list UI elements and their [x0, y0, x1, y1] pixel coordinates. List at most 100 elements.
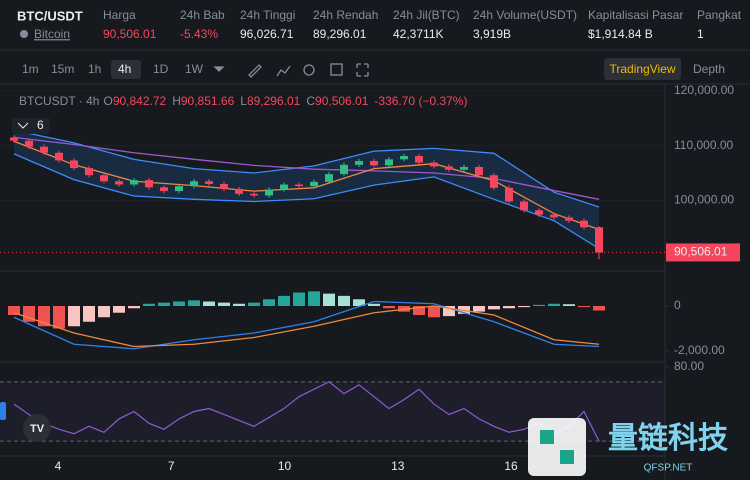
view-highlight	[604, 58, 681, 80]
legend-part: 90,506.01	[315, 94, 369, 108]
candle-body	[415, 156, 423, 163]
macd-bar	[563, 304, 575, 306]
stat-label: Kapitalisasi Pasar	[588, 8, 683, 22]
macd-bar	[128, 305, 140, 309]
macd-bar	[143, 303, 155, 306]
watermark-mark	[540, 430, 574, 464]
macd-bar	[68, 305, 80, 327]
stat-value: 1	[697, 27, 704, 41]
candle-body	[205, 181, 213, 184]
coin-icon	[20, 30, 28, 38]
macd-bar	[8, 305, 20, 315]
y-tick-label: 110,000.00	[674, 138, 733, 152]
save-icon[interactable]	[330, 63, 343, 76]
candle-body	[445, 166, 453, 170]
indicator-caret	[17, 122, 29, 129]
macd-bar	[338, 295, 350, 306]
candle-body	[325, 174, 333, 182]
interval-button[interactable]: 4h	[118, 62, 131, 76]
candle-body	[145, 180, 153, 188]
legend-part: 89,296.01	[247, 94, 301, 108]
legend-part: C	[306, 94, 315, 108]
legend-part: H	[172, 94, 181, 108]
x-tick-label: 13	[391, 459, 405, 473]
macd-bar	[83, 305, 95, 322]
stat-value: -5.43%	[180, 27, 218, 41]
overlay-line	[13, 153, 600, 250]
macd-bar	[263, 299, 275, 306]
candle-body	[190, 181, 198, 187]
candle-body	[130, 180, 138, 185]
candle-body	[520, 201, 528, 211]
macd-bar	[293, 292, 305, 306]
legend-part: -336.70 (−0.37%)	[374, 94, 467, 108]
watermark-logo	[528, 418, 586, 476]
legend-part: 90,851.66	[181, 94, 235, 108]
macd-bar	[113, 305, 125, 313]
candle-body	[475, 167, 483, 176]
candle-body	[355, 160, 363, 165]
stat-value: 96,026.71	[240, 27, 294, 41]
candle-body	[490, 175, 498, 188]
macd-bar	[248, 302, 260, 306]
view-button[interactable]: TradingView	[609, 62, 675, 76]
stat-value: 90,506.01	[103, 27, 157, 41]
macd-bar	[23, 305, 35, 322]
stat-value: 42,3711K	[393, 27, 444, 41]
candle-body	[400, 156, 408, 160]
coin-link[interactable]: Bitcoin	[34, 27, 70, 41]
interval-button[interactable]: 1D	[153, 62, 169, 76]
stat-value: 89,296.01	[313, 27, 367, 41]
candle-body	[535, 210, 543, 215]
candle-body	[595, 227, 603, 253]
candle-body	[265, 189, 273, 196]
macd-bar	[368, 303, 380, 306]
macd-bar	[218, 302, 230, 306]
dropdown-icon[interactable]	[213, 66, 225, 72]
x-tick-label: 4	[55, 459, 62, 473]
macd-bar	[98, 305, 110, 318]
macd-bar	[353, 299, 365, 306]
candle-body	[235, 188, 243, 194]
stat-label: 24h Bab	[180, 8, 225, 22]
candle-body	[385, 159, 393, 166]
candle-body	[295, 184, 303, 187]
macd-bar	[503, 305, 515, 309]
draw-icon[interactable]	[248, 64, 262, 78]
bollinger-band	[14, 130, 599, 249]
macd-bar	[518, 305, 530, 308]
legend-part: L	[240, 94, 247, 108]
candle-body	[280, 184, 288, 190]
candle-body	[310, 181, 318, 187]
y-tick-label: -2,000.00	[674, 343, 725, 357]
fullscreen-icon[interactable]	[356, 63, 369, 77]
interval-button[interactable]: 1m	[22, 62, 39, 76]
interval-button[interactable]: 1W	[185, 62, 204, 76]
view-button[interactable]: Depth	[693, 62, 725, 76]
legend-part: 90,842.72	[113, 94, 167, 108]
indicator-toggle[interactable]	[12, 118, 50, 134]
candle-body	[55, 152, 63, 161]
macd-bar	[233, 303, 245, 306]
macd-bar	[548, 303, 560, 306]
tv-logo	[23, 414, 51, 442]
stat-label: Harga	[103, 8, 136, 22]
candle-body	[85, 168, 93, 176]
candle-body	[115, 181, 123, 185]
pair: BTC/USDT	[17, 8, 83, 23]
y-tick-label: 80.00	[674, 359, 704, 373]
side-tab[interactable]	[0, 402, 6, 420]
settings-icon[interactable]	[303, 64, 315, 76]
indicator-icon[interactable]	[276, 65, 291, 77]
interval-button[interactable]: 15m	[51, 62, 74, 76]
ohlc-legend: BTCUSDT · 4h O90,842.72 H90,851.66 L89,296.…	[19, 94, 467, 108]
interval-button[interactable]: 1h	[88, 62, 101, 76]
macd-bar	[488, 305, 500, 310]
candle-body	[220, 183, 228, 189]
macd-bar	[533, 304, 545, 306]
tv-logo-text: TV	[30, 423, 45, 435]
candle-body	[25, 140, 33, 147]
macd-bar	[473, 305, 485, 312]
legend-part: BTCUSDT · 4h	[19, 94, 99, 108]
